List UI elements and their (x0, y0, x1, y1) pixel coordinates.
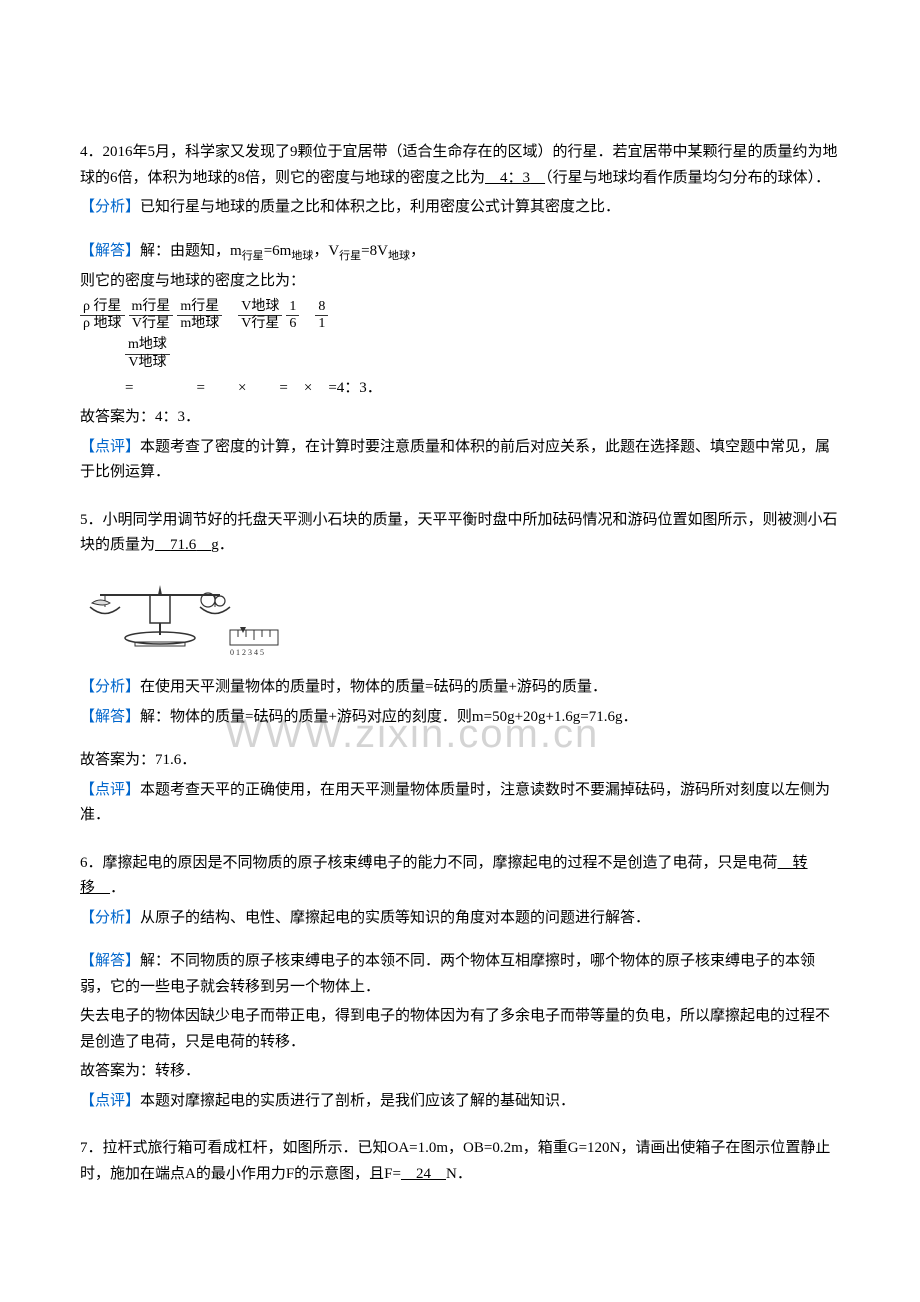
svg-text:0 1 2 3 4 5: 0 1 2 3 4 5 (230, 648, 264, 657)
q5-analysis-text: 在使用天平测量物体的质量时，物体的质量=砝码的质量+游码的质量． (140, 679, 607, 695)
q7-unit: N． (446, 1166, 472, 1182)
q6-comment-text: 本题对摩擦起电的实质进行了剖析，是我们应该了解的基础知识． (140, 1093, 575, 1109)
q7-answer: 24 (401, 1166, 446, 1182)
q4-text2: （行星与地球均看作质量均匀分布的球体）． (545, 170, 830, 186)
q5-answer: 71.6 (155, 537, 211, 553)
frac4: V地球V行星 (238, 299, 282, 334)
q5-question: 5．小明同学用调节好的托盘天平测小石块的质量，天平平衡时盘中所加砝码情况和游码位… (80, 508, 840, 559)
question-4: 4．2016年5月，科学家又发现了9颗位于宜居带（适合生命存在的区域）的行星．若… (80, 140, 840, 486)
q6-analysis-text: 从原子的结构、电性、摩擦起电的实质等知识的角度对本题的问题进行解答． (140, 910, 650, 926)
q6-comment: 【点评】本题对摩擦起电的实质进行了剖析，是我们应该了解的基础知识． (80, 1089, 840, 1115)
question-5: 5．小明同学用调节好的托盘天平测小石块的质量，天平平衡时盘中所加砝码情况和游码位… (80, 508, 840, 829)
q4-solve: 【解答】解：由题知，m行星=6m地球，V行星=8V地球， (80, 239, 840, 266)
q4-comment-text: 本题考查了密度的计算，在计算时要注意质量和体积的前后对应关系，此题在选择题、填空… (80, 439, 830, 481)
analysis-label: 【分析】 (80, 679, 140, 695)
q6-answer-line: 故答案为：转移． (80, 1059, 840, 1085)
q5-comment-text: 本题考查天平的正确使用，在用天平测量物体质量时，注意读数时不要漏掉砝码，游码所对… (80, 782, 830, 824)
sub2: 地球 (291, 250, 313, 262)
comment-label: 【点评】 (80, 782, 140, 798)
sub1: 行星 (242, 250, 264, 262)
frac2: m行星V行星 (129, 299, 174, 334)
q4-question: 4．2016年5月，科学家又发现了9颗位于宜居带（适合生命存在的区域）的行星．若… (80, 140, 840, 191)
q5-answer-line: 故答案为：71.6． (80, 748, 840, 774)
q4-result-row: = = × = × =4：3． (125, 376, 840, 402)
q4-answer-line: 故答案为：4：3． (80, 405, 840, 431)
mid1: =6m (264, 243, 292, 259)
frac5: 16 (286, 299, 299, 334)
balance-scale-figure: 0 1 2 3 4 5 (80, 565, 840, 670)
mid2: ，V (313, 243, 339, 259)
q5-unit: g． (211, 537, 234, 553)
question-6: 6．摩擦起电的原因是不同物质的原子核束缚电子的能力不同，摩擦起电的过程不是创造了… (80, 851, 840, 1115)
q6-analysis: 【分析】从原子的结构、电性、摩擦起电的实质等知识的角度对本题的问题进行解答． (80, 906, 840, 932)
analysis-label: 【分析】 (80, 910, 140, 926)
q7-question: 7．拉杆式旅行箱可看成杠杆，如图所示．已知OA=1.0m，OB=0.2m，箱重G… (80, 1136, 840, 1187)
q4-fraction-row2: m地球V地球 (125, 337, 840, 372)
eq3: = (279, 376, 287, 402)
solve-label: 【解答】 (80, 709, 140, 725)
q4-solve-intro: 解：由题知，m (140, 243, 242, 259)
q4-analysis: 【分析】已知行星与地球的质量之比和体积之比，利用密度公式计算其密度之比． (80, 195, 840, 221)
q4-answer: 4：3 (485, 170, 545, 186)
comment-label: 【点评】 (80, 439, 140, 455)
frac1: ρ 行星ρ 地球 (80, 299, 125, 334)
frac3: m行星m地球 (177, 299, 222, 334)
times1: × (238, 376, 246, 402)
solve-label: 【解答】 (80, 243, 140, 259)
q5-solve-text: 解：物体的质量=砝码的质量+游码对应的刻度．则m=50g+20g+1.6g=71… (140, 709, 637, 725)
q6-question: 6．摩擦起电的原因是不同物质的原子核束缚电子的能力不同，摩擦起电的过程不是创造了… (80, 851, 840, 902)
mid3: =8V (361, 243, 388, 259)
q5-analysis: 【分析】在使用天平测量物体的质量时，物体的质量=砝码的质量+游码的质量． (80, 675, 840, 701)
final: =4：3． (328, 376, 381, 402)
frac6: 81 (315, 299, 328, 334)
frac7: m地球V地球 (125, 337, 170, 372)
q6-solve-p2: 失去电子的物体因缺少电子而带正电，得到电子的物体因为有了多余电子而带等量的负电，… (80, 1004, 840, 1055)
q6-solve-p1: 【解答】解：不同物质的原子核束缚电子的本领不同．两个物体互相摩擦时，哪个物体的原… (80, 949, 840, 1000)
comment-label: 【点评】 (80, 1093, 140, 1109)
sub4: 地球 (388, 250, 410, 262)
q6-text: 6．摩擦起电的原因是不同物质的原子核束缚电子的能力不同，摩擦起电的过程不是创造了… (80, 855, 778, 871)
q6-solve-text1: 解：不同物质的原子核束缚电子的本领不同．两个物体互相摩擦时，哪个物体的原子核束缚… (80, 953, 815, 995)
q4-analysis-text: 已知行星与地球的质量之比和体积之比，利用密度公式计算其密度之比． (140, 199, 620, 215)
document-content: 4．2016年5月，科学家又发现了9颗位于宜居带（适合生命存在的区域）的行星．若… (80, 140, 840, 1187)
end1: ， (410, 243, 425, 259)
sub3: 行星 (339, 250, 361, 262)
q4-fraction-row1: ρ 行星ρ 地球 m行星V行星 m行星m地球 V地球V行星 16 81 (80, 299, 840, 334)
q5-comment: 【点评】本题考查天平的正确使用，在用天平测量物体质量时，注意读数时不要漏掉砝码，… (80, 778, 840, 829)
question-7: 7．拉杆式旅行箱可看成杠杆，如图所示．已知OA=1.0m，OB=0.2m，箱重G… (80, 1136, 840, 1187)
times2: × (304, 376, 312, 402)
q6-end: ． (110, 880, 125, 896)
q4-solve-line2: 则它的密度与地球的密度之比为： (80, 269, 840, 295)
q4-comment: 【点评】本题考查了密度的计算，在计算时要注意质量和体积的前后对应关系，此题在选择… (80, 435, 840, 486)
eq2: = (196, 376, 204, 402)
q5-solve: 【解答】解：物体的质量=砝码的质量+游码对应的刻度．则m=50g+20g+1.6… (80, 705, 840, 731)
eq1: = (125, 376, 133, 402)
solve-label: 【解答】 (80, 953, 140, 969)
analysis-label: 【分析】 (80, 199, 140, 215)
